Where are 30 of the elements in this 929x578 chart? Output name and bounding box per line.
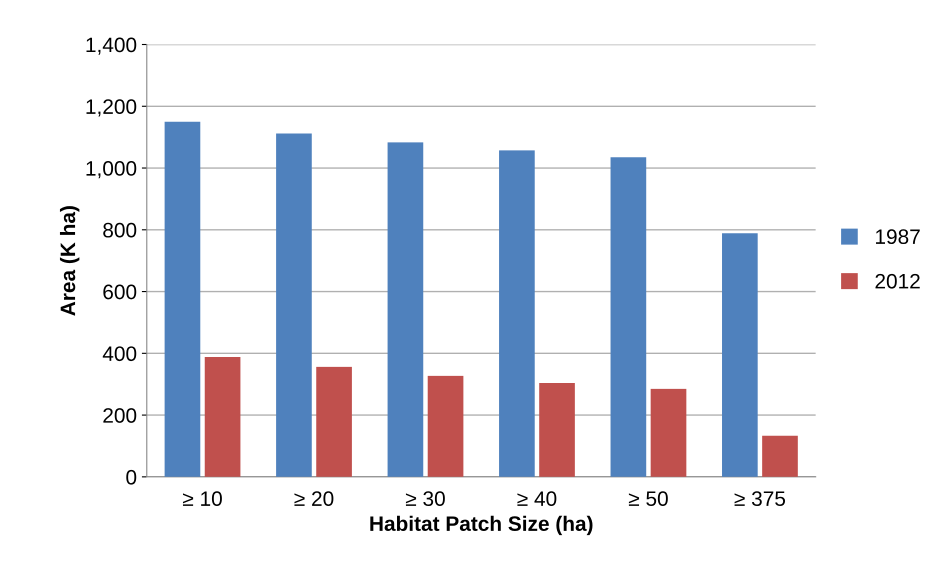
bar — [388, 142, 424, 477]
bar — [722, 233, 758, 477]
legend-label: 1987 — [876, 229, 920, 244]
y-tick-label: 800 — [103, 222, 136, 238]
x-tick-label: ≥ 375 — [734, 491, 786, 506]
bar — [610, 157, 646, 477]
y-tick-label: 600 — [103, 284, 136, 300]
x-tick-label: ≥ 30 — [406, 491, 445, 506]
bar — [164, 122, 200, 477]
bar — [204, 357, 240, 477]
x-axis-title: Habitat Patch Size (ha) — [370, 516, 592, 536]
x-tick-label: ≥ 40 — [517, 491, 556, 506]
bar — [316, 366, 352, 477]
bar — [428, 376, 464, 477]
bar — [539, 382, 575, 477]
bar — [276, 133, 312, 477]
bar — [650, 388, 686, 477]
x-tick-label: ≥ 20 — [294, 491, 334, 506]
y-tick-label: 400 — [102, 346, 136, 362]
y-axis-title: Area (K ha) — [60, 206, 80, 316]
bar — [762, 436, 798, 477]
bar — [499, 150, 535, 477]
y-tick-label: 0 — [126, 470, 136, 485]
y-tick-label: 200 — [103, 408, 136, 423]
legend-label: 2012 — [875, 274, 920, 289]
x-tick-label: ≥ 10 — [182, 491, 222, 506]
y-tick-label: 1,400 — [86, 38, 136, 55]
y-tick-label: 1,200 — [86, 99, 136, 116]
x-tick-label: ≥ 50 — [628, 491, 668, 506]
y-tick-label: 1,000 — [86, 161, 136, 178]
